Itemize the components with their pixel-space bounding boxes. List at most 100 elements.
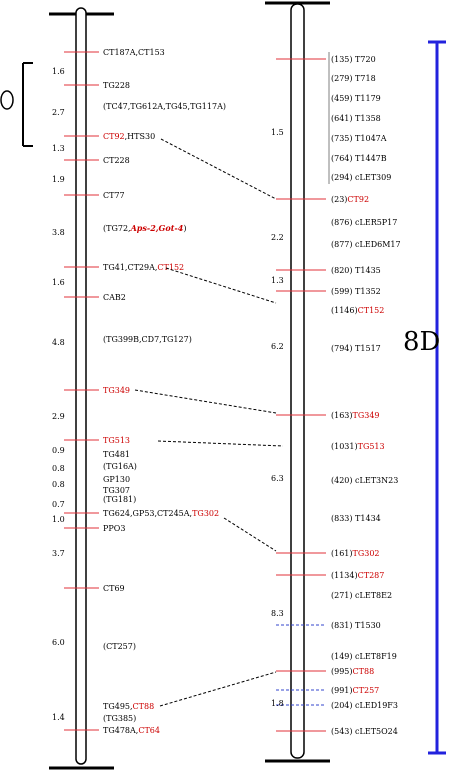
link-ct152 bbox=[166, 268, 276, 303]
left-marker-label: TG481 bbox=[103, 450, 130, 459]
left-distance-label: 1.6 bbox=[52, 67, 65, 76]
left-marker-label-part: GP130 bbox=[103, 475, 130, 484]
left-distance-label: 1.9 bbox=[52, 175, 65, 184]
right-marker-label-part: CT152 bbox=[358, 306, 385, 315]
left-marker-label: TG41,CT29A,CT152 bbox=[103, 263, 184, 272]
left-distance-label: 0.8 bbox=[52, 480, 65, 489]
left-marker-label-part: CT187A,CT153 bbox=[103, 48, 165, 57]
right-distance-label: 8.3 bbox=[271, 609, 284, 618]
right-marker-label: (599) T1352 bbox=[331, 287, 381, 296]
right-marker-label: (995)CT88 bbox=[331, 667, 374, 676]
left-marker-label-part: TG302 bbox=[192, 509, 219, 518]
right-marker-label: (1031)TG513 bbox=[331, 442, 385, 451]
left-marker-label: CT69 bbox=[103, 584, 125, 593]
centromere-oval bbox=[1, 91, 13, 109]
left-marker-label-part: (TG72, bbox=[103, 224, 131, 233]
left-marker-label-part: TG495, bbox=[103, 702, 133, 711]
left-marker-label-part: (TC47,TG612A,TG45,TG117A) bbox=[103, 102, 226, 111]
right-marker-label: (204) cLED19F3 bbox=[331, 701, 398, 710]
left-marker-label-part: TG624,GP53,CT245A, bbox=[103, 509, 192, 518]
right-marker-label-part: CT257 bbox=[353, 686, 380, 695]
chromosome-label: 8D bbox=[403, 327, 440, 357]
right-marker-label: (271) cLET8E2 bbox=[331, 591, 392, 600]
right-marker-label: (543) cLET5O24 bbox=[331, 727, 398, 736]
right-distance-label: 6.3 bbox=[271, 474, 284, 483]
left-marker-label-part: TG349 bbox=[103, 386, 130, 395]
right-marker-label: (831) T1530 bbox=[331, 621, 381, 630]
left-distance-label: 1.6 bbox=[52, 278, 65, 287]
right-marker-label-part: (820) T1435 bbox=[331, 266, 381, 275]
left-marker-label-part: ) bbox=[183, 224, 186, 233]
left-marker-label-part: TG481 bbox=[103, 450, 130, 459]
right-marker-label-part: CT88 bbox=[353, 667, 375, 676]
left-marker-label: TG478A,CT64 bbox=[103, 726, 160, 735]
right-chromosome-body bbox=[291, 4, 304, 758]
left-marker-label: CT187A,CT153 bbox=[103, 48, 165, 57]
left-marker-label-part: CT64 bbox=[138, 726, 160, 735]
left-marker-label-part: TG513 bbox=[103, 436, 130, 445]
right-marker-label-part: TG513 bbox=[358, 442, 385, 451]
left-marker-label-part: ,HTS30 bbox=[125, 132, 156, 141]
right-marker-label: (1146)CT152 bbox=[331, 306, 384, 315]
right-marker-label-part: (459) T1179 bbox=[331, 94, 381, 103]
right-marker-label-part: (294) cLET309 bbox=[331, 173, 391, 182]
left-marker-label-part: PPO3 bbox=[103, 524, 125, 533]
left-marker-label: CT228 bbox=[103, 156, 130, 165]
right-distance-label: 1.8 bbox=[271, 699, 284, 708]
left-distance-label: 0.8 bbox=[52, 464, 65, 473]
left-marker-label-part: CT152 bbox=[157, 263, 184, 272]
right-marker-label-part: (794) T1517 bbox=[331, 344, 381, 353]
right-marker-label-part: (279) T718 bbox=[331, 74, 376, 83]
right-marker-label: (294) cLET309 bbox=[331, 173, 391, 182]
right-marker-label-part: (833) T1434 bbox=[331, 514, 381, 523]
right-marker-label-part: (1146) bbox=[331, 306, 358, 315]
right-marker-label-part: (831) T1530 bbox=[331, 621, 381, 630]
left-marker-label: TG495,CT88 bbox=[103, 702, 154, 711]
left-marker-label-part: (TG16A) bbox=[103, 462, 137, 471]
right-marker-label: (149) cLET8F19 bbox=[331, 652, 397, 661]
right-marker-label-part: TG302 bbox=[353, 549, 380, 558]
right-marker-label-part: (599) T1352 bbox=[331, 287, 381, 296]
left-marker-label: (TG72,Aps-2,Got-4) bbox=[103, 223, 186, 233]
left-marker-label-part: CT77 bbox=[103, 191, 125, 200]
link-tg349 bbox=[135, 390, 276, 413]
right-marker-label-part: (420) cLET3N23 bbox=[331, 476, 398, 485]
chromosome-8d-bracket: 8D bbox=[403, 42, 446, 753]
right-marker-label: (991)CT257 bbox=[331, 686, 379, 695]
left-marker-label: GP130 bbox=[103, 475, 130, 484]
right-marker-label: (135) T720 bbox=[331, 55, 376, 64]
left-distance-label: 1.4 bbox=[52, 713, 65, 722]
left-marker-label: CT92,HTS30 bbox=[103, 132, 155, 141]
right-marker-label-part: (161) bbox=[331, 549, 353, 558]
right-marker-label-part: (271) cLET8E2 bbox=[331, 591, 392, 600]
right-distance-label: 1.3 bbox=[271, 276, 284, 285]
right-marker-label: (459) T1179 bbox=[331, 94, 381, 103]
left-marker-label: CT77 bbox=[103, 191, 125, 200]
left-distance-label: 1.3 bbox=[52, 144, 65, 153]
left-marker-label: CAB2 bbox=[103, 293, 126, 302]
right-marker-label-part: (543) cLET5O24 bbox=[331, 727, 398, 736]
right-marker-label-part: (995) bbox=[331, 667, 353, 676]
right-marker-label: (735) T1047A bbox=[331, 134, 387, 143]
left-marker-label: (TC47,TG612A,TG45,TG117A) bbox=[103, 102, 226, 111]
right-marker-label: (279) T718 bbox=[331, 74, 376, 83]
right-marker-label: (161)TG302 bbox=[331, 549, 380, 558]
right-marker-label-part: CT287 bbox=[358, 571, 385, 580]
left-marker-label: TG624,GP53,CT245A,TG302 bbox=[103, 509, 219, 518]
right-marker-label-part: (876) cLER5P17 bbox=[331, 218, 397, 227]
left-distance-label: 6.0 bbox=[52, 638, 65, 647]
right-marker-label: (641) T1358 bbox=[331, 114, 381, 123]
right-marker-label-part: (1031) bbox=[331, 442, 358, 451]
left-marker-label-part: Aps-2,Got-4 bbox=[130, 223, 184, 233]
left-marker-label-part: TG478A, bbox=[103, 726, 138, 735]
left-marker-label: TG513 bbox=[103, 436, 130, 445]
left-marker-label-part: (TG399B,CD7,TG127) bbox=[103, 335, 192, 344]
right-distance-label: 6.2 bbox=[271, 342, 284, 351]
left-marker-label: TG307 bbox=[103, 486, 130, 495]
left-marker-label: (TG399B,CD7,TG127) bbox=[103, 335, 192, 344]
left-distance-label: 3.7 bbox=[52, 549, 65, 558]
right-marker-label: (876) cLER5P17 bbox=[331, 218, 397, 227]
right-marker-label: (23)CT92 bbox=[331, 195, 369, 204]
right-marker-label-part: (163) bbox=[331, 411, 353, 420]
left-marker-label: TG228 bbox=[103, 81, 130, 90]
